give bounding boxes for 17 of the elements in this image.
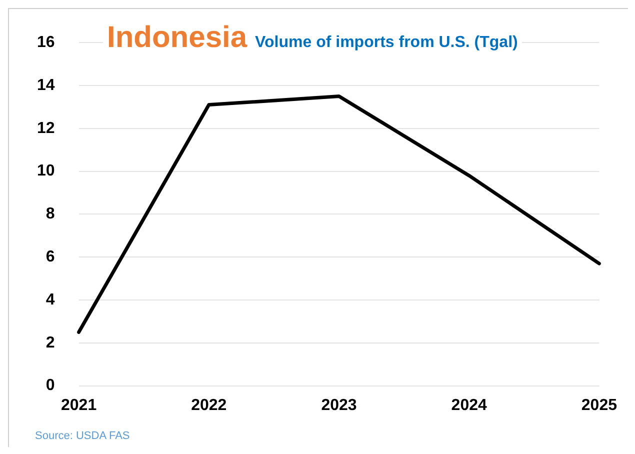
y-tick-label: 16 (37, 34, 55, 52)
x-tick-label: 2021 (61, 396, 97, 414)
chart-title: Indonesia (107, 21, 248, 55)
y-tick-label: 2 (46, 334, 55, 352)
x-tick-label: 2023 (321, 396, 357, 414)
source-note: Source: USDA FAS (35, 430, 130, 442)
chart-subtitle: Volume of imports from U.S. (Tgal) (255, 34, 518, 52)
y-tick-label: 0 (46, 377, 55, 394)
y-tick-label: 8 (46, 206, 55, 223)
y-tick-label: 4 (46, 291, 55, 308)
y-tick-label: 14 (37, 76, 55, 94)
y-tick-label: 6 (46, 248, 55, 266)
x-tick-label: 2024 (451, 396, 487, 414)
y-tick-label: 12 (37, 120, 55, 137)
x-tick-label: 2022 (191, 396, 227, 414)
y-tick-label: 10 (37, 162, 55, 180)
x-tick-label: 2025 (581, 396, 618, 414)
